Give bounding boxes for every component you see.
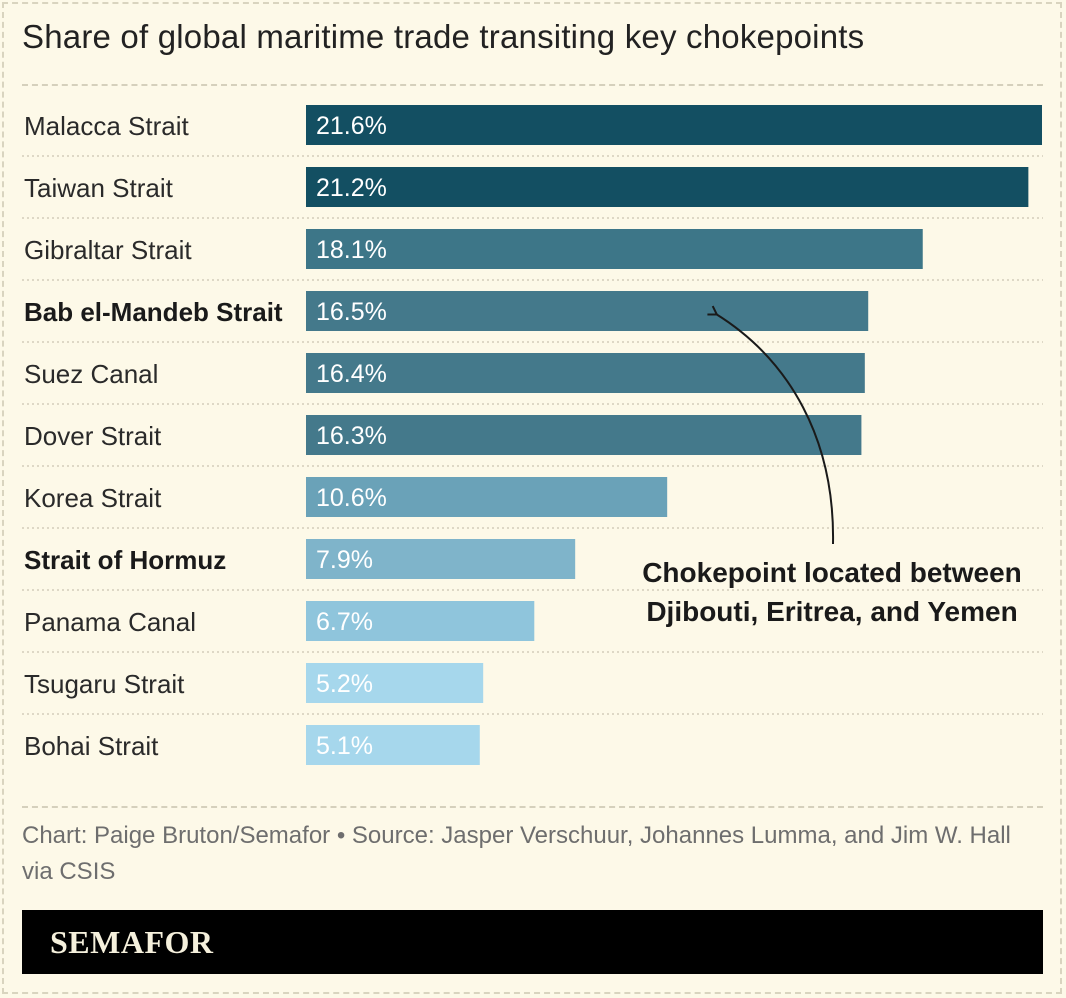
bar (306, 291, 869, 331)
chart-title: Share of global maritime trade transitin… (22, 18, 865, 55)
bar (306, 415, 862, 455)
bar (306, 725, 480, 765)
value-label: 16.4% (316, 360, 387, 388)
brand-logo: SEMAFOR (50, 924, 214, 960)
category-label: Suez Canal (24, 359, 158, 389)
bar-chart: Malacca Strait 21.6% Taiwan Strait 21.2% Gib… (22, 105, 1043, 765)
bar (306, 229, 923, 269)
annotation-arrow (707, 305, 835, 545)
bar (306, 167, 1029, 207)
footer-divider (22, 806, 1043, 808)
bar (306, 105, 1042, 145)
value-label: 5.2% (316, 670, 373, 698)
category-label: Bab el-Mandeb Strait (24, 297, 283, 327)
category-label: Panama Canal (24, 607, 196, 637)
annotation-line-2: Djibouti, Eritrea, and Yemen (646, 596, 1017, 627)
value-label: 10.6% (316, 484, 387, 512)
brand-bar: SEMAFOR (22, 910, 1043, 974)
value-label: 16.5% (316, 298, 387, 326)
value-label: 21.6% (316, 112, 387, 140)
value-label: 18.1% (316, 236, 387, 264)
annotation-line-1: Chokepoint located between (642, 557, 1022, 588)
bar (306, 601, 535, 641)
bar (306, 539, 576, 579)
bar (306, 477, 668, 517)
category-label: Bohai Strait (24, 731, 159, 761)
source-credit: Chart: Paige Bruton/Semafor • Source: Ja… (22, 822, 1011, 885)
bar (306, 663, 484, 703)
category-label: Korea Strait (24, 483, 162, 513)
value-label: 5.1% (316, 732, 373, 760)
value-label: 21.2% (316, 174, 387, 202)
category-label: Taiwan Strait (24, 173, 174, 203)
category-label: Tsugaru Strait (24, 669, 185, 699)
category-label: Malacca Strait (24, 111, 189, 141)
value-label: 6.7% (316, 608, 373, 636)
category-label: Gibraltar Strait (24, 235, 192, 265)
title-divider (22, 84, 1043, 86)
value-label: 7.9% (316, 546, 373, 574)
category-label: Strait of Hormuz (24, 545, 226, 575)
value-label: 16.3% (316, 422, 387, 450)
category-label: Dover Strait (24, 421, 162, 451)
